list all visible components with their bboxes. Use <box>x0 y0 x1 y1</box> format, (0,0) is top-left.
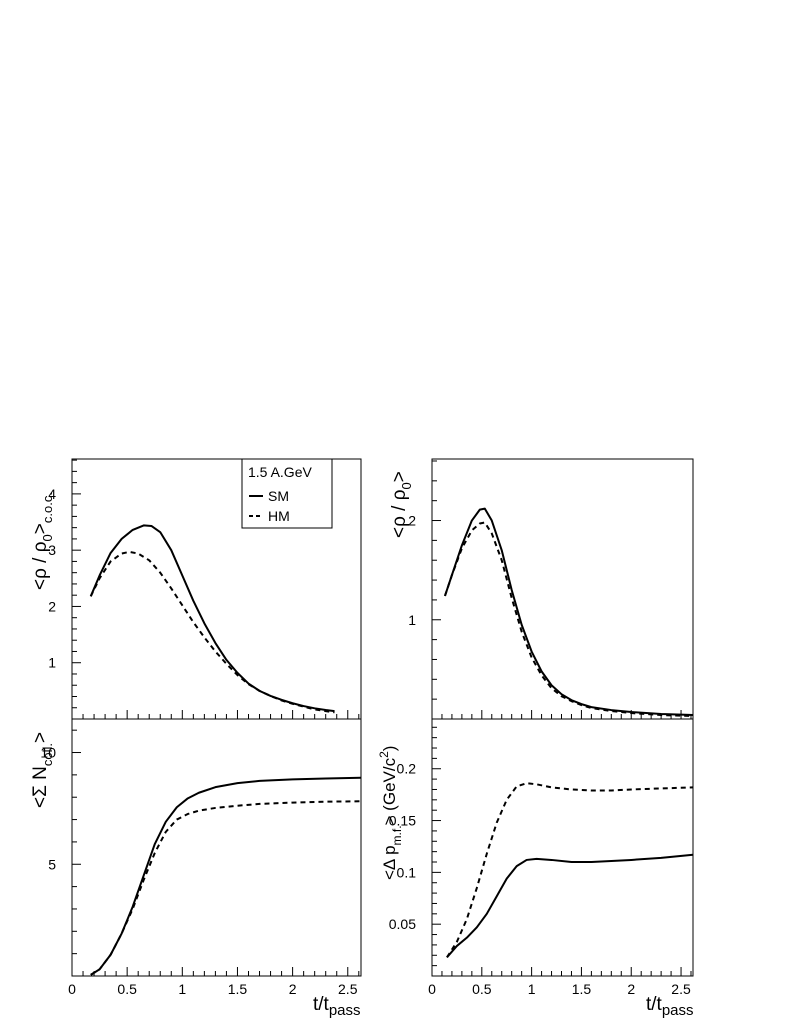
xlabel-bottom-left: t/tpass <box>313 994 361 1019</box>
legend-label-sm: SM <box>268 488 289 504</box>
panel-bottom-left: 0 0.5 1 1.5 2 2.5 5 10 <box>40 718 362 997</box>
series-line-bottom-left-sm <box>90 776 362 976</box>
ytick-label-bottom-right: 0.15 <box>389 813 416 829</box>
xtick-label-bottom-left: 0.5 <box>117 981 137 997</box>
xtick-label-bottom-right: 0.5 <box>472 981 492 997</box>
xtick-label-bottom-left: 2.5 <box>338 981 358 997</box>
xtick-label-bottom-right: 0 <box>428 981 436 997</box>
series-line-bottom-right-hm <box>446 782 694 958</box>
legend-title: 1.5 A.GeV <box>248 464 312 480</box>
ytick-label-bottom-right: 0.05 <box>389 916 416 932</box>
ytick-label-top-left: 4 <box>48 486 56 502</box>
xtick-label-bottom-left: 1 <box>178 981 186 997</box>
ylabel-bottom-right: <Δ pm.f.> (GeV/c2) <box>377 746 404 880</box>
panel-top-left: 1 2 3 4 <box>48 458 362 720</box>
legend-label-hm: HM <box>268 508 290 524</box>
xtick-label-bottom-right: 2 <box>627 981 635 997</box>
ytick-label-top-left: 1 <box>48 655 56 671</box>
xtick-label-bottom-left: 2 <box>289 981 297 997</box>
plot-frame-bottom-left <box>71 718 362 977</box>
ytick-label-top-right: 2 <box>408 513 416 529</box>
ytick-label-bottom-right: 0.2 <box>397 761 417 777</box>
plot-frame-bottom-right <box>431 718 694 977</box>
series-line-top-right-hm <box>444 521 694 718</box>
series-line-bottom-left-hm <box>90 800 362 976</box>
xtick-label-bottom-left: 0 <box>68 981 76 997</box>
ytick-label-top-left: 2 <box>48 598 56 614</box>
ylabel-top-left: <ρ / ρ0>c.o.c. <box>30 492 55 590</box>
ytick-label-top-left: 3 <box>48 542 56 558</box>
ylabel-top-right: <ρ / ρ0> <box>389 471 414 538</box>
xtick-label-bottom-left: 1.5 <box>228 981 248 997</box>
series-line-bottom-right-sm <box>446 853 694 959</box>
ylabel-bottom-left: <Σ Ncoll.> <box>30 732 55 808</box>
xtick-label-bottom-right: 1 <box>528 981 536 997</box>
series-line-top-left-sm <box>89 524 335 713</box>
xtick-label-bottom-right: 2.5 <box>671 981 691 997</box>
panel-top-right: 12 <box>408 458 694 720</box>
ytick-label-top-right: 1 <box>408 612 416 628</box>
panel-bottom-right: 0 0.5 1 1.5 2 2.5 0.05 0.1 0.15 0.2 <box>389 718 694 997</box>
xlabel-bottom-right: t/tpass <box>646 994 694 1019</box>
ytick-label-bottom-right: 0.1 <box>397 864 417 880</box>
legend: 1.5 A.GeV SM HM <box>241 458 333 529</box>
ytick-label-bottom-left: 5 <box>48 856 56 872</box>
ytick-label-bottom-left: 10 <box>40 745 56 761</box>
xtick-label-bottom-right: 1.5 <box>572 981 592 997</box>
